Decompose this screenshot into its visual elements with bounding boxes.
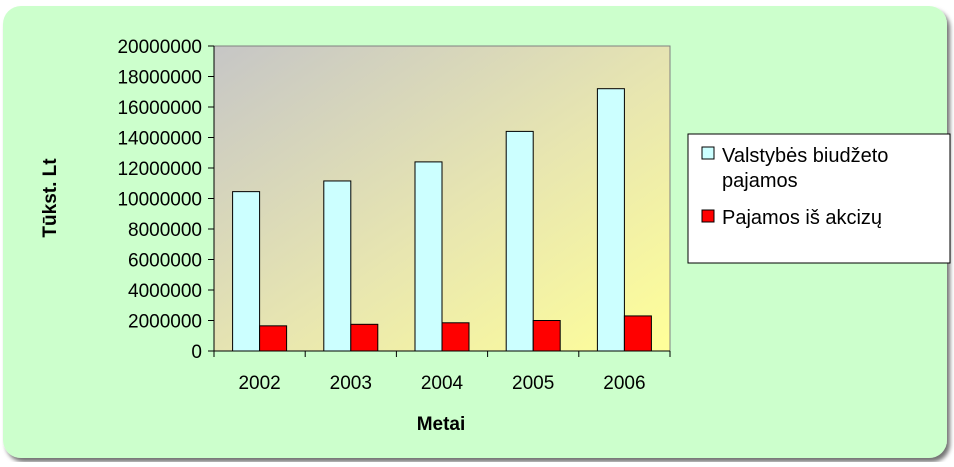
y-tick-label: 4000000: [128, 281, 202, 302]
y-tick-label: 12000000: [117, 159, 202, 180]
y-axis-ticks: 0 2000000 4000000 6000000 8000000 10000000 120…: [117, 37, 214, 363]
legend-label-series-1: Valstybės biudžeto pajamos: [722, 145, 894, 192]
x-axis-ticks: 2002 2003 2004 2005 2006: [213, 351, 671, 394]
x-tick-label: 2002: [238, 373, 280, 394]
bar-biudzeto-pajamos-2005: [505, 130, 534, 352]
x-tick-label: 2006: [603, 373, 645, 394]
bar-akcizai-2004: [441, 322, 470, 352]
bar-akcizai-2003: [350, 323, 379, 352]
bar-biudzeto-pajamos-2004: [414, 161, 443, 352]
bars-layer: [232, 88, 652, 352]
bar-akcizai-2002: [259, 325, 288, 352]
legend-label-series-2: Pajamos iš akcizų: [722, 207, 882, 229]
y-tick-label: 2000000: [128, 312, 202, 333]
y-tick-label: 0: [191, 342, 202, 363]
bar-akcizai-2005: [532, 320, 561, 352]
y-tick-label: 18000000: [117, 68, 202, 89]
bar-biudzeto-pajamos-2006: [596, 88, 625, 352]
x-tick-label: 2003: [330, 373, 372, 394]
x-axis-title: Metai: [417, 414, 466, 435]
x-tick-label: 2005: [512, 373, 554, 394]
y-axis-title: Tūkst. Lt: [40, 158, 61, 238]
bar-biudzeto-pajamos-2003: [323, 180, 352, 352]
legend-swatch-series-2: [701, 209, 715, 223]
y-tick-label: 16000000: [117, 98, 202, 119]
legend-box: [687, 133, 951, 264]
y-tick-label: 14000000: [117, 129, 202, 150]
y-tick-label: 8000000: [128, 220, 202, 241]
x-tick-label: 2004: [421, 373, 464, 394]
y-tick-label: 10000000: [117, 190, 202, 211]
legend: Valstybės biudžeto pajamos Pajamos iš ak…: [687, 133, 951, 264]
bar-akcizai-2006: [623, 315, 652, 352]
bar-biudzeto-pajamos-2002: [232, 191, 261, 352]
legend-swatch-series-1: [701, 146, 715, 160]
y-tick-label: 20000000: [117, 37, 202, 58]
y-tick-label: 6000000: [128, 251, 202, 272]
